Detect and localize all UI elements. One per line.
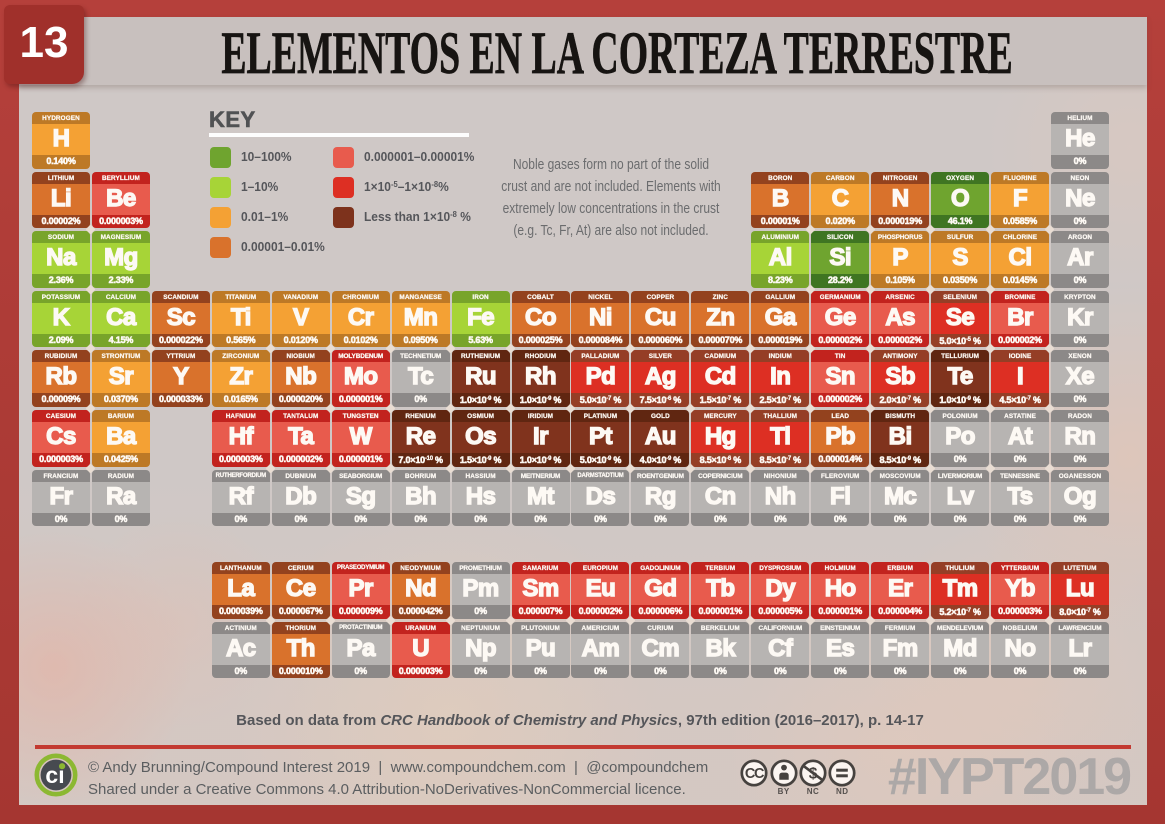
svg-text:ci: ci xyxy=(45,762,64,788)
svg-text:CC: CC xyxy=(745,766,765,782)
